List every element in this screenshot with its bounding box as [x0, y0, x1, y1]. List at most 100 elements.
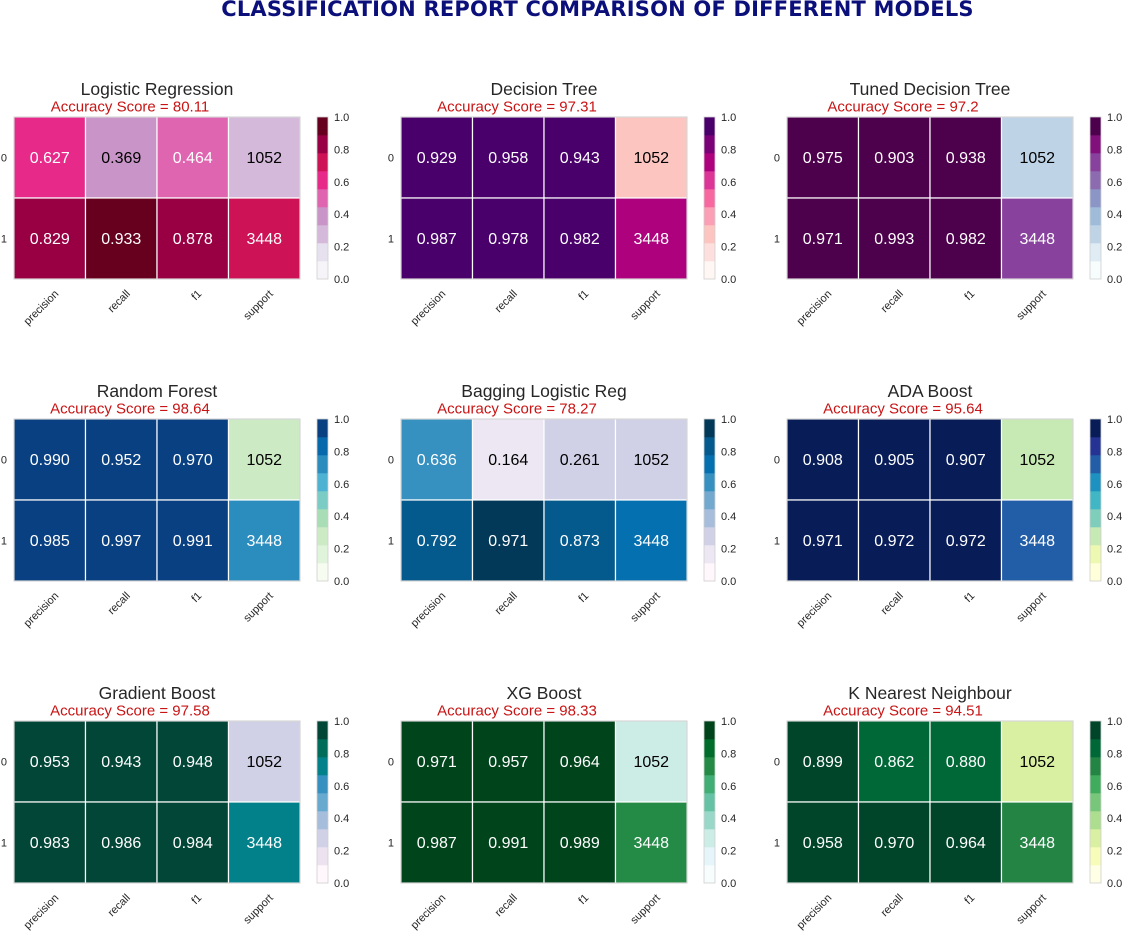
colorbar-segment [1090, 829, 1101, 848]
colorbar-segment [704, 243, 715, 262]
colorbar-tick-label: 1.0 [334, 112, 349, 124]
cell-value-label: 0.164 [488, 452, 528, 469]
colorbar-segment [1090, 757, 1101, 776]
colorbar-tick-label: 0.2 [721, 544, 736, 556]
heatmap-cell [156, 197, 230, 280]
heatmap-frame [13, 720, 301, 884]
chart-title: Random Forest [97, 381, 218, 401]
colorbar-tick-label: 1.0 [1107, 716, 1122, 728]
colorbar-segment [317, 793, 328, 812]
colorbar-tick-label: 0.2 [1107, 242, 1122, 254]
cell-value-label: 0.978 [488, 231, 528, 248]
cell-value-label: 0.991 [488, 835, 528, 852]
x-tick-label: f1 [962, 892, 977, 907]
x-tick-label: recall [879, 590, 906, 617]
x-tick-label: recall [493, 590, 520, 617]
colorbar-segment [704, 207, 715, 226]
cell-value-label: 0.905 [874, 452, 914, 469]
colorbar-frame [316, 418, 329, 582]
colorbar-segment [704, 811, 715, 830]
x-tick-label: recall [106, 590, 133, 617]
colorbar-tick-label: 1.0 [721, 112, 736, 124]
cell-value-label: 0.983 [30, 835, 70, 852]
heatmap-cell [84, 499, 158, 582]
heatmap-cell [156, 801, 230, 884]
colorbar-tick-label: 1.0 [721, 716, 736, 728]
cell-value-label: 0.972 [874, 533, 914, 550]
cell-value-label: 1052 [246, 150, 282, 167]
cell-value-label: 0.908 [803, 452, 843, 469]
accuracy-score: Accuracy Score = 98.33 [437, 703, 597, 720]
colorbar-segment [317, 829, 328, 848]
x-tick-label: support [1014, 288, 1048, 322]
colorbar-segment [1090, 847, 1101, 866]
y-tick-label: 0 [388, 757, 394, 769]
cell-value-label: 0.929 [417, 150, 457, 167]
heatmap-cell [929, 197, 1003, 280]
cell-value-label: 0.975 [803, 150, 843, 167]
colorbar-tick-label: 0.6 [334, 781, 349, 793]
colorbar-tick-label: 0.8 [334, 144, 349, 156]
cell-value-label: 0.971 [488, 533, 528, 550]
colorbar-segment [704, 793, 715, 812]
colorbar-segment [317, 545, 328, 564]
cell-value-label: 0.880 [946, 754, 986, 771]
chart-title: Logistic Regression [81, 79, 234, 99]
colorbar-tick-label: 0.4 [721, 511, 736, 523]
x-tick-label: f1 [576, 288, 591, 303]
cell-value-label: 0.369 [101, 150, 141, 167]
heatmap-cell [929, 499, 1003, 582]
colorbar-segment [317, 473, 328, 492]
cell-value-label: 3448 [1019, 533, 1055, 550]
colorbar-tick-label: 0.0 [721, 576, 736, 588]
cell-value-label: 0.899 [803, 754, 843, 771]
heatmap-cell [13, 720, 87, 803]
cell-value-label: 1052 [246, 452, 282, 469]
colorbar-tick-label: 0.4 [334, 511, 349, 523]
colorbar-segment [1090, 455, 1101, 474]
cell-value-label: 0.873 [560, 533, 600, 550]
x-tick-label: precision [22, 892, 62, 932]
x-tick-label: precision [409, 288, 449, 328]
cell-value-label: 0.972 [946, 533, 986, 550]
y-tick-label: 1 [388, 234, 394, 246]
colorbar-segment [317, 811, 328, 830]
colorbar-tick-label: 0.6 [334, 479, 349, 491]
colorbar-segment [1090, 739, 1101, 758]
y-tick-label: 1 [1, 838, 7, 850]
cell-value-label: 1052 [633, 754, 669, 771]
x-tick-label: support [628, 590, 662, 624]
colorbar-frame [1089, 116, 1102, 280]
heatmap-cell [929, 418, 1003, 501]
colorbar-segment [704, 225, 715, 244]
colorbar-tick-label: 0.8 [1107, 748, 1122, 760]
colorbar-tick-label: 0.6 [721, 177, 736, 189]
chart-title: ADA Boost [888, 381, 973, 401]
cell-value-label: 3448 [633, 533, 669, 550]
x-tick-label: recall [493, 288, 520, 315]
colorbar-tick-label: 0.4 [334, 813, 349, 825]
x-tick-label: precision [795, 288, 835, 328]
colorbar-segment [704, 189, 715, 208]
colorbar-segment [704, 847, 715, 866]
colorbar-segment [704, 491, 715, 510]
colorbar-segment [1090, 207, 1101, 226]
colorbar-tick-label: 0.0 [1107, 878, 1122, 890]
cell-value-label: 0.970 [874, 835, 914, 852]
colorbar-segment [704, 135, 715, 154]
colorbar-tick-label: 0.4 [1107, 209, 1122, 221]
colorbar-segment [1090, 491, 1101, 510]
colorbar-segment [704, 455, 715, 474]
heatmap-cell [471, 720, 545, 803]
heatmap-cell [400, 418, 474, 501]
heatmap-cell [84, 801, 158, 884]
x-tick-label: recall [879, 288, 906, 315]
heatmap-cell [400, 499, 474, 582]
x-tick-label: f1 [962, 590, 977, 605]
colorbar-tick-label: 0.2 [334, 846, 349, 858]
colorbar-tick-label: 0.8 [334, 748, 349, 760]
